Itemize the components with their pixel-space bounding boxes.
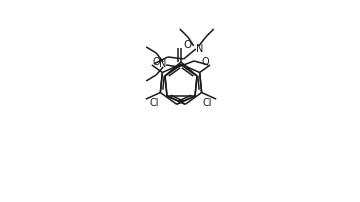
Text: Cl: Cl [150, 98, 159, 108]
Text: N: N [196, 44, 203, 54]
Text: N: N [158, 59, 166, 69]
Text: O: O [153, 57, 161, 67]
Text: Cl: Cl [203, 98, 212, 108]
Text: O: O [201, 57, 209, 67]
Text: O: O [183, 40, 191, 50]
